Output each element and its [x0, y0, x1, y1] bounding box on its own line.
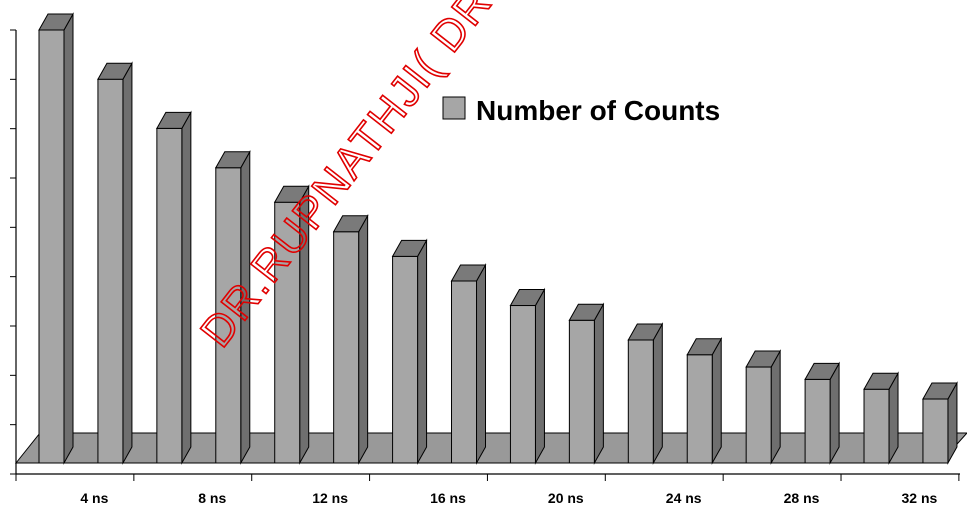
- bar-side-face: [417, 238, 428, 465]
- bar-top-face: [391, 239, 428, 257]
- bar: [97, 61, 133, 465]
- bar-side-face: [652, 322, 663, 465]
- bar-top-face: [273, 185, 310, 203]
- bar-top-face: [38, 13, 74, 31]
- bar-top-face: [627, 323, 664, 341]
- x-tick-labels: 4 ns 8 ns 12 ns 16 ns 20 ns 24 ns 28 ns 32 ns: [80, 490, 937, 506]
- bar-side-face: [63, 12, 74, 465]
- bar-side-face: [181, 110, 192, 465]
- x-tick-label: 4 ns: [80, 490, 108, 506]
- axes: [10, 29, 960, 481]
- x-tick-label: 16 ns: [430, 490, 466, 506]
- bar-top-face: [804, 362, 840, 380]
- bar: [745, 349, 782, 465]
- legend: Number of Counts: [442, 95, 720, 126]
- legend-swatch: [442, 96, 466, 120]
- bar: [922, 381, 958, 465]
- bar-front-face: [97, 78, 124, 464]
- bar-front-face: [568, 319, 595, 464]
- bar: [450, 263, 487, 465]
- bar-side-face: [770, 349, 781, 465]
- bar-front-face: [922, 398, 949, 464]
- bar: [214, 149, 251, 465]
- bar-side-face: [829, 361, 840, 465]
- bar-side-face: [122, 61, 133, 465]
- bar-front-face: [451, 280, 478, 464]
- bar-front-face: [333, 231, 360, 464]
- bar: [568, 302, 605, 465]
- bar-front-face: [509, 305, 536, 464]
- x-tick-label: 32 ns: [902, 490, 938, 506]
- bar-side-face: [593, 302, 604, 465]
- bar-side-face: [358, 213, 369, 465]
- bar-top-face: [450, 264, 487, 282]
- bar-front-face: [274, 201, 301, 464]
- bar-top-face: [568, 303, 605, 321]
- bar-top-face: [332, 215, 369, 233]
- bar-top-face: [97, 62, 133, 80]
- bar: [391, 238, 428, 465]
- bar-top-face: [863, 372, 899, 390]
- legend-label: Number of Counts: [476, 95, 720, 126]
- bar-front-face: [156, 127, 183, 464]
- bar-side-face: [711, 336, 722, 465]
- bars: [38, 12, 958, 465]
- bar-front-face: [627, 339, 654, 464]
- bar: [156, 110, 192, 465]
- bar-top-face: [214, 151, 251, 169]
- x-tick-label: 20 ns: [548, 490, 584, 506]
- bar: [627, 322, 664, 465]
- bar: [273, 184, 310, 465]
- bar-front-face: [745, 366, 772, 464]
- bar-front-face: [804, 378, 831, 464]
- bar-top-face: [745, 350, 782, 368]
- x-tick-label: 12 ns: [312, 490, 348, 506]
- bar: [686, 336, 723, 465]
- bar-side-face: [534, 287, 545, 465]
- bar: [804, 361, 840, 465]
- bar-front-face: [38, 29, 65, 464]
- bar-top-face: [922, 382, 958, 400]
- bar-top-face: [509, 289, 546, 307]
- bar-front-face: [392, 255, 419, 464]
- bar: [863, 371, 899, 465]
- bar: [509, 287, 546, 465]
- bar-front-face: [863, 388, 890, 464]
- x-tick-label: 8 ns: [198, 490, 226, 506]
- bar: [38, 12, 74, 465]
- x-tick-label: 28 ns: [784, 490, 820, 506]
- bar-front-face: [686, 354, 713, 464]
- bar-top-face: [156, 111, 192, 129]
- bar: [332, 213, 369, 465]
- bar-side-face: [476, 263, 487, 465]
- bar-top-face: [686, 338, 723, 356]
- x-tick-label: 24 ns: [666, 490, 702, 506]
